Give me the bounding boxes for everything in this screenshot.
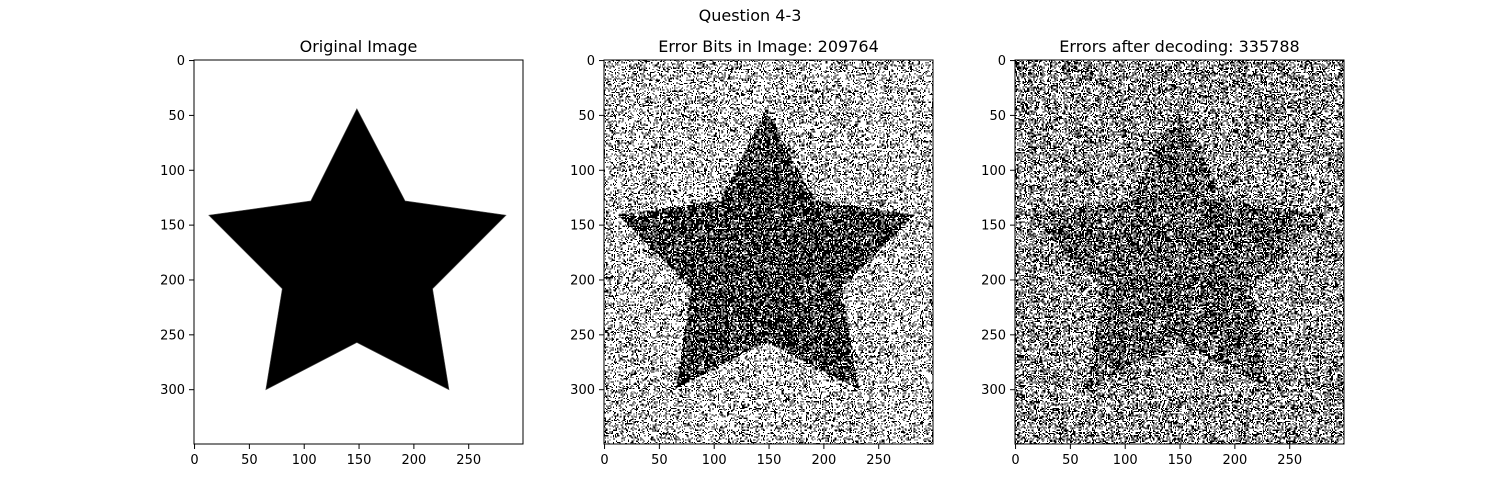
x-tick-label: 250	[456, 453, 481, 468]
y-tick-label: 300	[160, 383, 185, 398]
x-tick-label: 200	[811, 453, 836, 468]
y-tick-label: 0	[587, 54, 595, 69]
x-tick-label: 100	[702, 453, 727, 468]
x-tick-label: 50	[241, 453, 258, 468]
y-tick-label: 200	[160, 273, 185, 288]
y-tick-label: 150	[570, 219, 595, 234]
noisy-image	[604, 60, 933, 444]
x-tick-label: 250	[1277, 453, 1302, 468]
y-tick-label: 150	[160, 219, 185, 234]
y-tick-label: 100	[160, 164, 185, 179]
y-tick-label: 300	[981, 383, 1006, 398]
y-tick-label: 250	[160, 328, 185, 343]
x-tick-label: 0	[1011, 453, 1019, 468]
axes-frame	[603, 59, 934, 445]
x-tick-label: 150	[757, 453, 782, 468]
image-content	[604, 60, 933, 444]
y-tick-label: 250	[570, 328, 595, 343]
y-tick-label: 250	[981, 328, 1006, 343]
x-tick-label: 50	[651, 453, 668, 468]
y-tick-label: 50	[989, 109, 1006, 124]
subplot-3: Errors after decoding: 335788 0 50 100 150 20…	[981, 37, 1345, 468]
x-tick-label: 250	[866, 453, 891, 468]
star-shape	[208, 108, 507, 391]
y-tick-label: 100	[570, 164, 595, 179]
axes-frame	[193, 59, 524, 445]
x-tick-label: 150	[1168, 453, 1193, 468]
y-tick-label: 50	[578, 109, 595, 124]
x-tick-label: 100	[1113, 453, 1138, 468]
x-tick-label: 150	[347, 453, 372, 468]
y-tick-label: 0	[177, 54, 185, 69]
x-tick-label: 200	[1222, 453, 1247, 468]
figure-title: Question 4-3	[698, 6, 802, 25]
image-content	[1015, 60, 1344, 444]
x-tick-label: 0	[190, 453, 198, 468]
x-tick-label: 100	[292, 453, 317, 468]
image-content	[194, 60, 523, 444]
y-tick-label: 200	[981, 273, 1006, 288]
subplot-title: Original Image	[300, 37, 418, 56]
x-tick-label: 0	[600, 453, 608, 468]
y-tick-label: 100	[981, 164, 1006, 179]
subplot-title: Errors after decoding: 335788	[1059, 37, 1299, 56]
y-tick-label: 50	[168, 109, 185, 124]
y-tick-label: 150	[981, 219, 1006, 234]
noisy-image	[1015, 60, 1344, 444]
y-tick-label: 0	[998, 54, 1006, 69]
axes-frame	[1014, 59, 1345, 445]
y-tick-label: 300	[570, 383, 595, 398]
x-tick-label: 50	[1062, 453, 1079, 468]
subplot-2: Error Bits in Image: 209764 0 50 100 150 200 2…	[570, 37, 934, 468]
y-tick-label: 200	[570, 273, 595, 288]
x-tick-label: 200	[401, 453, 426, 468]
subplot-title: Error Bits in Image: 209764	[658, 37, 879, 56]
subplot-1: Original Image 0 50 100 150 200 250 0 50 100 150 20…	[160, 37, 524, 468]
